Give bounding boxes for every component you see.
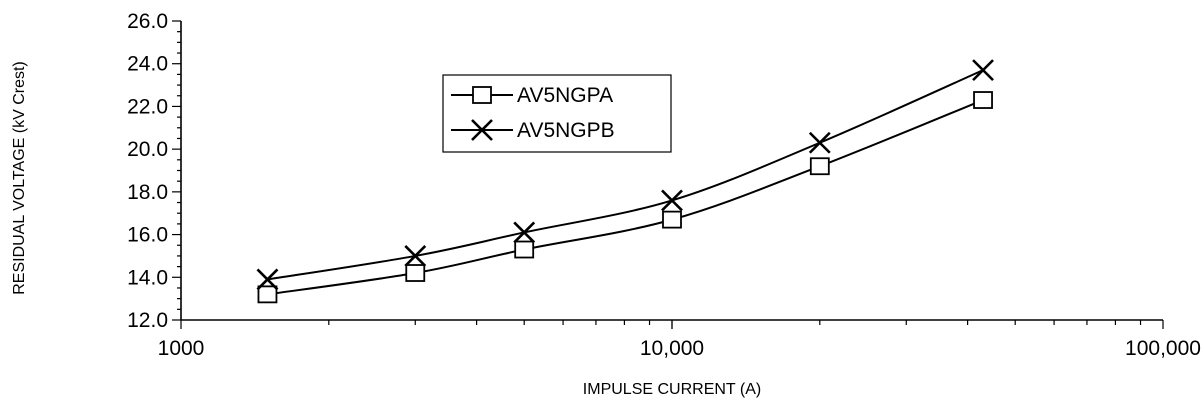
marker-x-stroke-b	[404, 245, 427, 267]
marker-x-stroke-b	[471, 119, 493, 141]
legend-item-av5ngpb: AV5NGPB	[451, 119, 615, 142]
data-point	[514, 240, 535, 259]
y-axis-title: RESIDUAL VOLTAGE (kV Crest)	[11, 61, 28, 295]
marker-x-stroke-b	[972, 59, 994, 82]
y-tick-label: 22.0	[127, 95, 168, 118]
data-point	[513, 221, 536, 244]
data-point	[973, 91, 993, 109]
data-point	[662, 210, 682, 229]
series-av5ngpb	[256, 59, 994, 291]
y-tick-label: 18.0	[127, 181, 168, 204]
data-point	[405, 264, 426, 282]
legend-label: AV5NGPB	[517, 119, 615, 142]
data-point	[256, 268, 279, 291]
y-tick-label: 14.0	[127, 266, 168, 289]
x-tick-label: 1000	[158, 337, 205, 360]
series-line	[267, 69, 984, 281]
y-tick-label: 26.0	[127, 10, 168, 33]
x-tick-label: 10,000	[640, 337, 704, 360]
y-tick-label: 24.0	[127, 53, 168, 76]
data-point	[809, 157, 830, 176]
x-axis-title: IMPULSE CURRENT (A)	[583, 381, 761, 398]
marker-x-stroke-b	[513, 221, 536, 244]
legend-label: AV5NGPA	[517, 84, 613, 107]
y-tick-label: 16.0	[127, 224, 168, 247]
data-point	[808, 131, 831, 154]
data-point	[257, 285, 278, 304]
legend-marker	[471, 119, 493, 141]
data-point	[661, 189, 683, 212]
legend-item-av5ngpa: AV5NGPA	[451, 84, 613, 107]
series-line	[267, 99, 984, 296]
y-tick-label: 12.0	[127, 309, 168, 332]
marker-x-stroke-b	[661, 189, 683, 212]
series-av5ngpa	[257, 91, 993, 304]
marker-x-stroke-b	[808, 131, 831, 154]
data-point	[972, 59, 994, 82]
marker-x-stroke-b	[256, 268, 279, 291]
x-tick-label: 100,000	[1125, 337, 1201, 360]
y-tick-label: 20.0	[127, 138, 168, 161]
legend-marker	[472, 86, 492, 104]
data-point	[404, 245, 427, 267]
